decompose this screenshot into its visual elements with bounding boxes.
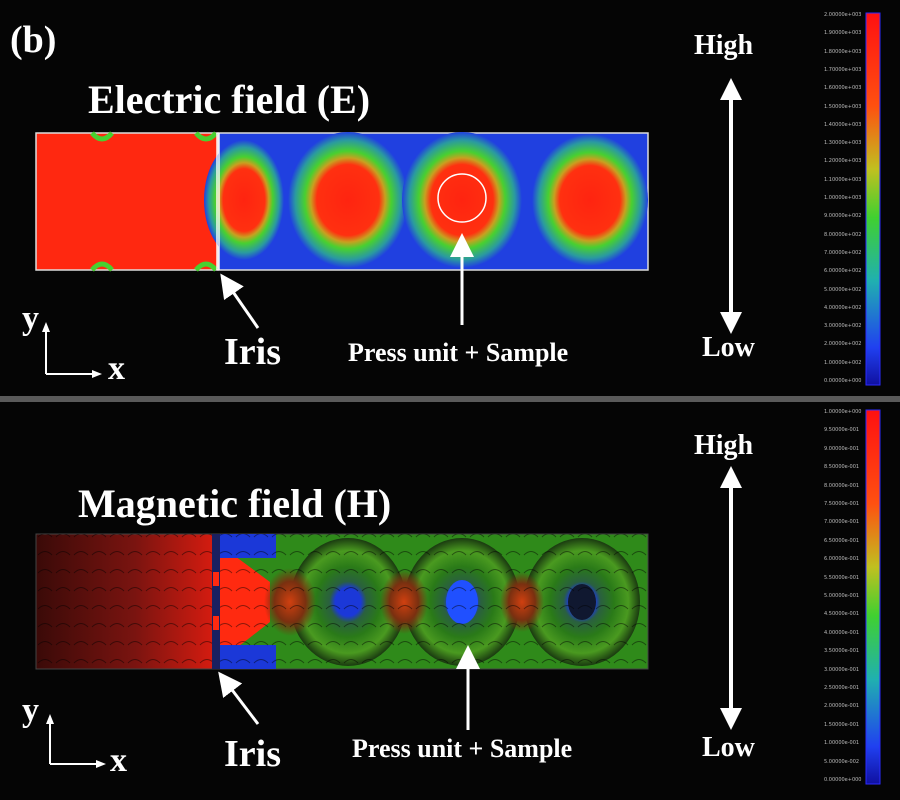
iris-wall	[212, 534, 220, 669]
field-lobe-4	[532, 134, 648, 266]
axis-x-label: x	[110, 742, 127, 779]
colorbar-tick-label: 3.00000e+002	[824, 323, 862, 330]
colorbar-tick-label: 1.00000e+002	[824, 359, 862, 366]
colorbar-tick-label: 8.50000e-001	[824, 464, 860, 471]
electric-field-title: Electric field (E)	[88, 77, 371, 122]
colorbar-tick-label: 0.00000e+000	[824, 777, 862, 783]
magnetic-colorbar	[865, 409, 881, 785]
magnetic-field-panel: Magnetic field (H)	[0, 402, 900, 800]
colorbar-tick-label: 5.50000e-001	[824, 574, 860, 581]
colorbar-tick-label: 4.00000e-001	[824, 629, 860, 636]
magnetic-field-map	[35, 409, 881, 785]
iris-pointer-arrow	[220, 273, 260, 329]
colorbar-tick-label: 7.50000e-001	[824, 501, 860, 507]
colorbar-tick-label: 4.50000e-001	[824, 611, 860, 618]
colorbar-tick-label: 1.30000e+003	[824, 140, 862, 147]
colorbar-tick-label: 2.00000e+002	[824, 341, 862, 348]
iris-pointer-arrow	[218, 671, 260, 725]
iris-label: Iris	[224, 331, 281, 373]
colorbar-tick-label: 7.00000e+002	[824, 249, 862, 256]
panel-label: (b)	[10, 19, 57, 61]
colorbar-tick-label: 3.00000e-001	[824, 666, 860, 673]
colorbar-tick-label: 8.00000e-001	[824, 482, 860, 489]
colorbar-tick-label: 2.00000e-001	[824, 703, 860, 710]
colorbar-tick-label: 3.50000e-001	[824, 648, 860, 655]
colorbar-tick-label: 9.00000e+002	[824, 213, 862, 220]
axis-y-label: y	[22, 692, 39, 729]
sample-label: Press unit + Sample	[352, 734, 573, 763]
colorbar-tick-label: 9.50000e-001	[824, 427, 860, 434]
colorbar-tick-label: 1.40000e+003	[824, 121, 862, 128]
field-lobe-2	[288, 132, 408, 268]
colorbar-tick-label: 1.50000e-001	[824, 721, 860, 728]
colorbar-tick-label: 4.00000e+002	[824, 304, 862, 311]
colorbar-tick-label: 1.70000e+003	[824, 66, 862, 73]
axis-x-label: x	[108, 350, 125, 387]
high-label: High	[694, 430, 754, 461]
colorbar-tick-label: 1.20000e+003	[824, 158, 862, 165]
magnetic-field-title: Magnetic field (H)	[78, 481, 392, 526]
colorbar-tick-label: 5.00000e-001	[824, 593, 860, 599]
colorbar-tick-label: 1.80000e+003	[824, 48, 862, 55]
colorbar-tick-label: 2.00000e+003	[824, 12, 862, 18]
waveguide-input-section	[35, 132, 219, 271]
colorbar-tick-label: 1.00000e+003	[824, 195, 862, 201]
iris-label: Iris	[224, 733, 281, 775]
colorbar-tick-label: 8.00000e+002	[824, 231, 862, 238]
colorbar-tick-label: 1.50000e+003	[824, 103, 862, 110]
colorbar-tick-label: 0.00000e+000	[824, 378, 862, 384]
colorbar-tick-label: 6.00000e-001	[824, 556, 860, 563]
colorbar-tick-label: 1.00000e-001	[824, 740, 860, 747]
electric-field-panel: (b) Electric field (E)	[0, 0, 900, 396]
panel-divider	[0, 396, 900, 402]
colorbar-tick-label: 1.90000e+003	[824, 30, 862, 37]
colorbar-tick-label: 6.00000e+002	[824, 268, 862, 275]
low-label: Low	[702, 332, 755, 363]
low-label: Low	[702, 732, 755, 763]
colorbar-tick-label: 1.10000e+003	[824, 176, 862, 183]
colorbar-tick-label: 1.60000e+003	[824, 85, 862, 92]
colorbar-tick-label: 7.00000e-001	[824, 519, 860, 526]
high-label: High	[694, 30, 754, 61]
sample-outline	[437, 173, 487, 223]
colorbar-tick-label: 6.50000e-001	[824, 537, 860, 544]
colorbar-tick-label: 9.00000e-001	[824, 445, 860, 452]
electric-colorbar-ticks: 2.00000e+003 1.90000e+003 1.80000e+003 1.70…	[790, 13, 864, 385]
electric-field-map	[35, 12, 881, 386]
colorbar-tick-label: 5.00000e+002	[824, 286, 862, 293]
colorbar-tick-label: 5.00000e-002	[824, 758, 860, 765]
colorbar-tick-label: 1.00000e+000	[824, 409, 862, 415]
colorbar-tick-label: 2.50000e-001	[824, 685, 860, 691]
electric-colorbar	[865, 12, 881, 386]
field-lobe-1	[204, 140, 284, 260]
sample-label: Press unit + Sample	[348, 338, 569, 367]
magnetic-colorbar-ticks: 1.00000e+000 9.50000e-001 9.00000e-001 8.50…	[790, 410, 864, 784]
iris-wall	[216, 133, 220, 270]
field-lobe-3	[402, 132, 522, 268]
axis-y-label: y	[22, 300, 39, 337]
